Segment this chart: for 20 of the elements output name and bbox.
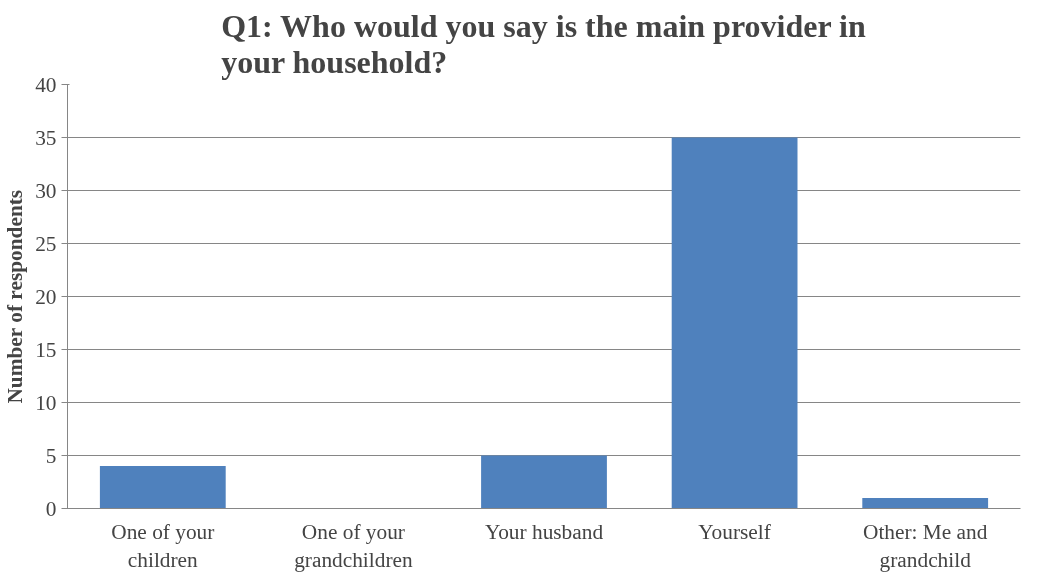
bar — [671, 137, 798, 509]
x-tick-label: One of your grandchildren — [294, 519, 413, 573]
chart-title: Q1: Who would you say is the main provider in your household? — [221, 7, 866, 80]
bar — [99, 466, 226, 509]
bar — [862, 497, 989, 509]
y-tick-label: 25 — [35, 231, 57, 256]
y-axis-title: Number of respondents — [3, 189, 28, 404]
x-tick-label: One of your children — [111, 519, 215, 573]
y-tick-label: 0 — [45, 496, 57, 521]
x-tick-label: Yourself — [698, 519, 772, 544]
y-tick-label: 5 — [45, 443, 57, 468]
y-tick-label: 40 — [35, 72, 57, 97]
x-tick-label: Your husband — [484, 519, 604, 544]
y-tick-label: 10 — [35, 390, 57, 415]
x-tick-label: Other: Me and grandchild — [863, 519, 988, 573]
y-tick-label: 35 — [35, 125, 57, 150]
bar — [481, 455, 607, 509]
y-tick-label: 30 — [35, 178, 57, 203]
y-tick-label: 20 — [35, 284, 57, 309]
y-tick-label: 15 — [35, 337, 57, 362]
